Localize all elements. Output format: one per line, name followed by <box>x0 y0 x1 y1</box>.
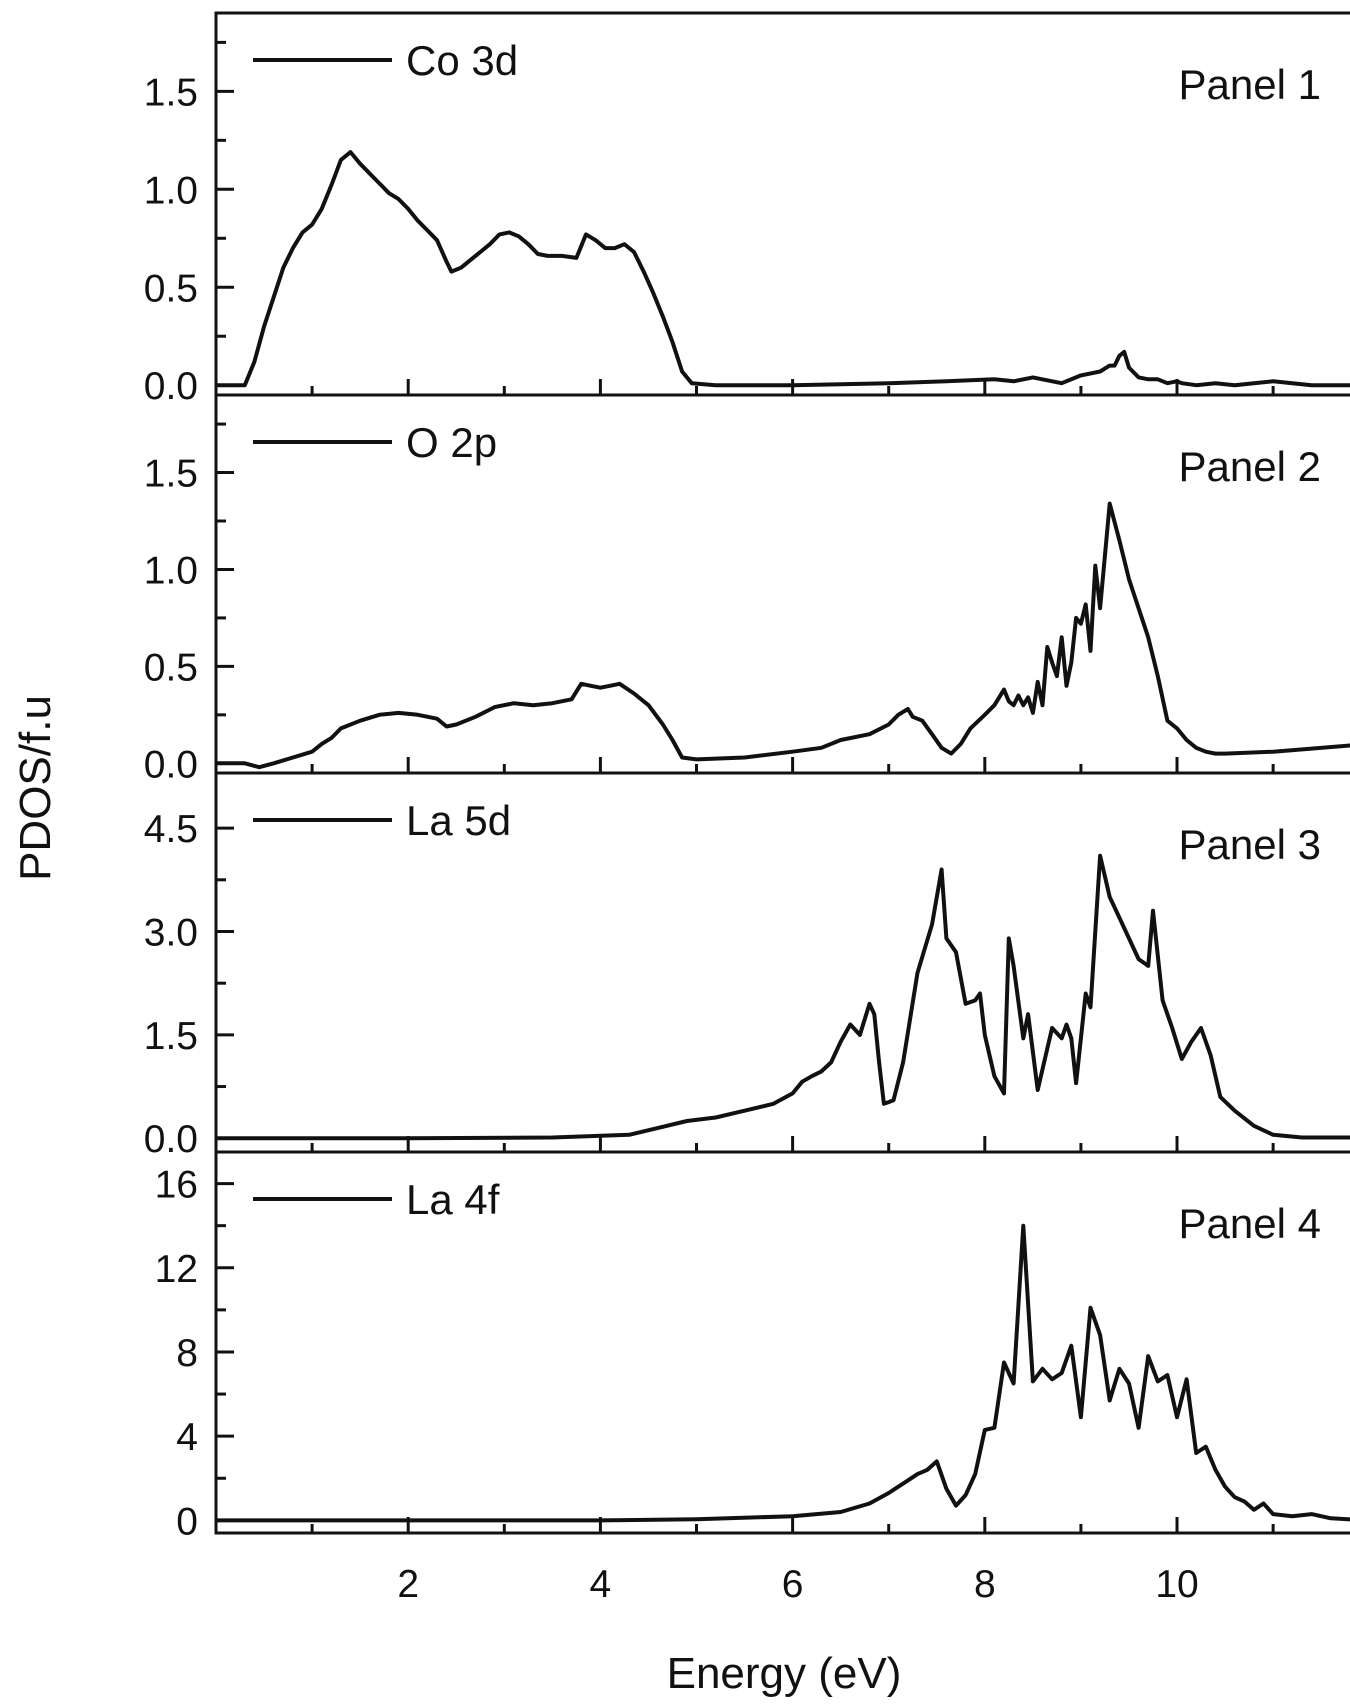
y-tick-label-3: 1.5 <box>144 1015 198 1058</box>
panel-label-2: Panel 2 <box>1179 443 1321 490</box>
series-line-o-2p <box>216 501 1350 770</box>
panels-layer: 0.0 0.5 1.0 1.5 Co 3d Panel 1 0.0 0.5 1.0 1.5 O 2p… <box>144 11 1350 1543</box>
panel-label-4: Panel 4 <box>1179 1200 1321 1247</box>
panel-frame-4 <box>214 1150 1350 1535</box>
legend-label-4: La 4f <box>406 1176 500 1223</box>
legend-label-1: Co 3d <box>406 37 518 84</box>
legend-label-2: O 2p <box>406 419 497 466</box>
series-line-la-5d <box>216 853 1350 1141</box>
series-line-la-4f <box>216 1223 1350 1523</box>
y-tick-label-1: 0.0 <box>144 365 198 408</box>
y-tick-label-1: 1.0 <box>144 169 198 212</box>
x-tick-label-4: 4 <box>590 1563 612 1606</box>
y-tick-label-4: 0 <box>176 1500 198 1543</box>
panel-label-3: Panel 3 <box>1179 821 1321 868</box>
y-tick-label-4: 12 <box>155 1248 198 1291</box>
y-tick-label-3: 0.0 <box>144 1118 198 1161</box>
y-tick-label-2: 0.5 <box>144 646 198 689</box>
x-tick-label-10: 10 <box>1155 1563 1198 1606</box>
y-tick-label-3: 3.0 <box>144 911 198 954</box>
panel-4: 0 4 8 12 16 La 4f Panel 4 <box>155 1150 1350 1543</box>
x-axis: 2 4 6 8 10 <box>397 1563 1198 1606</box>
y-tick-label-4: 16 <box>155 1164 198 1207</box>
x-tick-label-2: 2 <box>397 1563 419 1606</box>
y-tick-label-1: 0.5 <box>144 267 198 310</box>
y-tick-label-1: 1.5 <box>144 71 198 114</box>
y-tick-label-2: 1.0 <box>144 549 198 592</box>
y-tick-label-4: 4 <box>176 1416 198 1459</box>
series-line-co-3d <box>216 150 1350 388</box>
y-tick-label-2: 1.5 <box>144 453 198 496</box>
y-tick-label-2: 0.0 <box>144 743 198 786</box>
y-tick-label-4: 8 <box>176 1332 198 1375</box>
x-tick-label-8: 8 <box>974 1563 996 1606</box>
panel-label-1: Panel 1 <box>1179 61 1321 108</box>
x-tick-label-6: 6 <box>782 1563 804 1606</box>
y-tick-label-3: 4.5 <box>144 808 198 851</box>
panel-2: 0.0 0.5 1.0 1.5 O 2p Panel 2 <box>144 393 1350 786</box>
legend-label-3: La 5d <box>406 797 511 844</box>
y-axis-title: PDOS/f.u <box>11 695 60 881</box>
panel-3: 0.0 1.5 3.0 4.5 La 5d Panel 3 <box>144 771 1350 1161</box>
panel-1: 0.0 0.5 1.0 1.5 Co 3d Panel 1 <box>144 11 1350 408</box>
x-axis-title: Energy (eV) <box>667 1649 902 1698</box>
